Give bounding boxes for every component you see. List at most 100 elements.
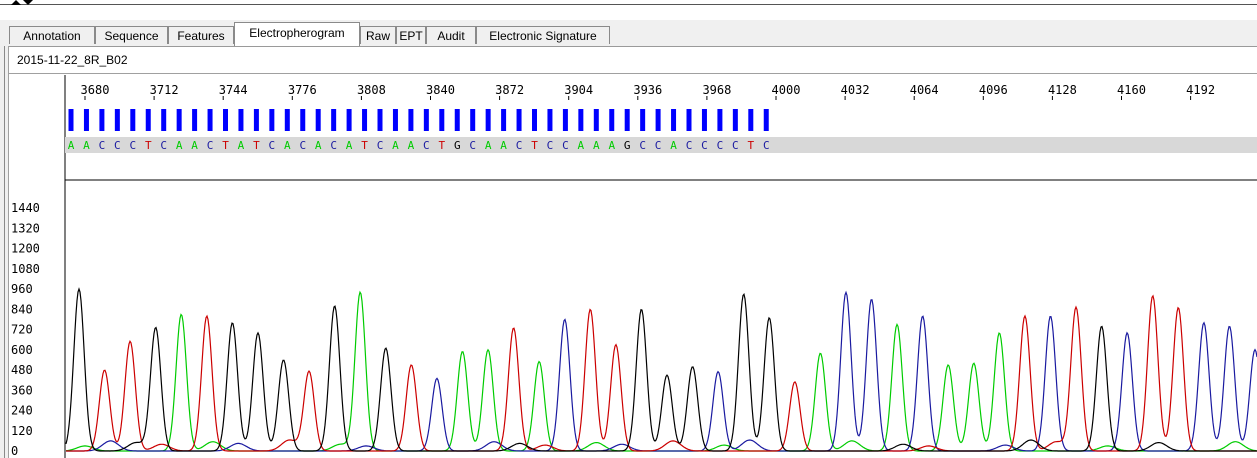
left-splitter[interactable] bbox=[0, 46, 9, 458]
y-tick-label: 240 bbox=[11, 404, 33, 418]
base-call: T bbox=[145, 139, 152, 152]
base-call: C bbox=[330, 139, 337, 152]
base-call: C bbox=[299, 139, 306, 152]
quality-bar bbox=[454, 109, 460, 131]
base-call: A bbox=[670, 139, 677, 152]
position-tick-label: 4192 bbox=[1186, 83, 1215, 97]
tab-sequence[interactable]: Sequence bbox=[95, 26, 168, 44]
quality-bar bbox=[331, 109, 337, 131]
position-tick-label: 4000 bbox=[772, 83, 801, 97]
base-call: T bbox=[531, 139, 538, 152]
position-tick-label: 3744 bbox=[219, 83, 248, 97]
tab-annotation[interactable]: Annotation bbox=[9, 26, 95, 44]
sample-name: 2015-11-22_8R_B02 bbox=[9, 50, 1257, 74]
quality-bar bbox=[114, 109, 120, 131]
base-call: A bbox=[346, 139, 353, 152]
base-call: C bbox=[114, 139, 121, 152]
quality-bar bbox=[362, 109, 368, 131]
base-call: C bbox=[763, 139, 770, 152]
base-call: A bbox=[68, 139, 75, 152]
base-call: G bbox=[624, 139, 631, 152]
position-tick-label: 4128 bbox=[1048, 83, 1077, 97]
tab-audit[interactable]: Audit bbox=[426, 26, 476, 44]
base-call: A bbox=[578, 139, 585, 152]
quality-bar bbox=[485, 109, 491, 131]
y-tick-label: 1080 bbox=[11, 262, 40, 276]
base-call: T bbox=[438, 139, 445, 152]
base-call: A bbox=[392, 139, 399, 152]
y-tick-label: 1200 bbox=[11, 242, 40, 256]
base-call: C bbox=[160, 139, 167, 152]
quality-bar bbox=[130, 109, 136, 131]
y-tick-label: 960 bbox=[11, 282, 33, 296]
base-call: C bbox=[686, 139, 693, 152]
quality-bar bbox=[392, 109, 398, 131]
tab-electropherogram[interactable]: Electropherogram bbox=[234, 22, 360, 46]
quality-bar bbox=[516, 109, 522, 131]
quality-bar bbox=[578, 109, 584, 131]
base-call: A bbox=[284, 139, 291, 152]
quality-bar bbox=[593, 109, 599, 131]
y-tick-label: 1320 bbox=[11, 221, 40, 235]
tab-raw[interactable]: Raw bbox=[360, 26, 396, 44]
base-call: C bbox=[562, 139, 569, 152]
y-tick-label: 120 bbox=[11, 424, 33, 438]
trace-g bbox=[65, 287, 1257, 452]
tab-ept[interactable]: EPT bbox=[396, 26, 426, 44]
electropherogram-chart: 3680 3712 3744 3776 3808 3840 3872 3904 3936 3968… bbox=[11, 75, 1257, 458]
position-tick-label: 3904 bbox=[564, 83, 593, 97]
base-call: A bbox=[315, 139, 322, 152]
quality-bar bbox=[253, 109, 259, 131]
base-call: T bbox=[253, 139, 260, 152]
y-tick-label: 840 bbox=[11, 302, 33, 316]
y-tick-label: 0 bbox=[11, 444, 18, 458]
quality-bar bbox=[439, 109, 445, 131]
quality-bar bbox=[423, 109, 429, 131]
base-call: C bbox=[423, 139, 430, 152]
base-call: T bbox=[222, 139, 229, 152]
y-tick-label: 480 bbox=[11, 363, 33, 377]
quality-bar bbox=[176, 109, 182, 131]
quality-bar bbox=[532, 109, 537, 131]
base-call: C bbox=[701, 139, 708, 152]
base-call: C bbox=[99, 139, 106, 152]
base-call: A bbox=[500, 139, 507, 152]
base-call: A bbox=[191, 139, 198, 152]
position-tick-label: 4064 bbox=[910, 83, 939, 97]
tab-features[interactable]: Features bbox=[168, 26, 234, 44]
position-tick-label: 3776 bbox=[288, 83, 317, 97]
quality-bar bbox=[686, 109, 692, 131]
collapse-arrows-icon[interactable] bbox=[10, 0, 34, 6]
base-call: A bbox=[176, 139, 183, 152]
quality-bar bbox=[284, 109, 290, 131]
position-tick-label: 3872 bbox=[495, 83, 524, 97]
quality-bar bbox=[269, 109, 275, 131]
y-tick-label: 360 bbox=[11, 383, 33, 397]
quality-bar bbox=[562, 109, 568, 131]
position-tick-label: 3968 bbox=[702, 83, 731, 97]
quality-bar bbox=[377, 109, 383, 131]
quality-bar bbox=[748, 109, 754, 131]
base-call: C bbox=[639, 139, 646, 152]
quality-bar bbox=[655, 109, 661, 131]
tab-bar: Annotation Sequence Features Electropherogr… bbox=[0, 20, 1257, 47]
base-call: T bbox=[361, 139, 368, 152]
quality-bar bbox=[145, 109, 151, 131]
quality-bar bbox=[732, 109, 738, 131]
top-splitter-bar bbox=[0, 0, 1257, 20]
quality-bar bbox=[609, 109, 615, 131]
base-call: A bbox=[608, 139, 615, 152]
quality-bar bbox=[470, 109, 476, 131]
quality-bar bbox=[346, 109, 352, 131]
quality-bar bbox=[223, 109, 228, 131]
position-tick-label: 4032 bbox=[841, 83, 870, 97]
y-tick-label: 600 bbox=[11, 343, 33, 357]
base-call: C bbox=[469, 139, 476, 152]
position-tick-label: 3808 bbox=[357, 83, 386, 97]
quality-bar bbox=[624, 109, 630, 131]
base-call: G bbox=[454, 139, 461, 152]
tab-electronic-signature[interactable]: Electronic Signature bbox=[476, 26, 610, 44]
base-call: T bbox=[747, 139, 754, 152]
base-call: C bbox=[655, 139, 662, 152]
quality-bar bbox=[83, 109, 89, 131]
